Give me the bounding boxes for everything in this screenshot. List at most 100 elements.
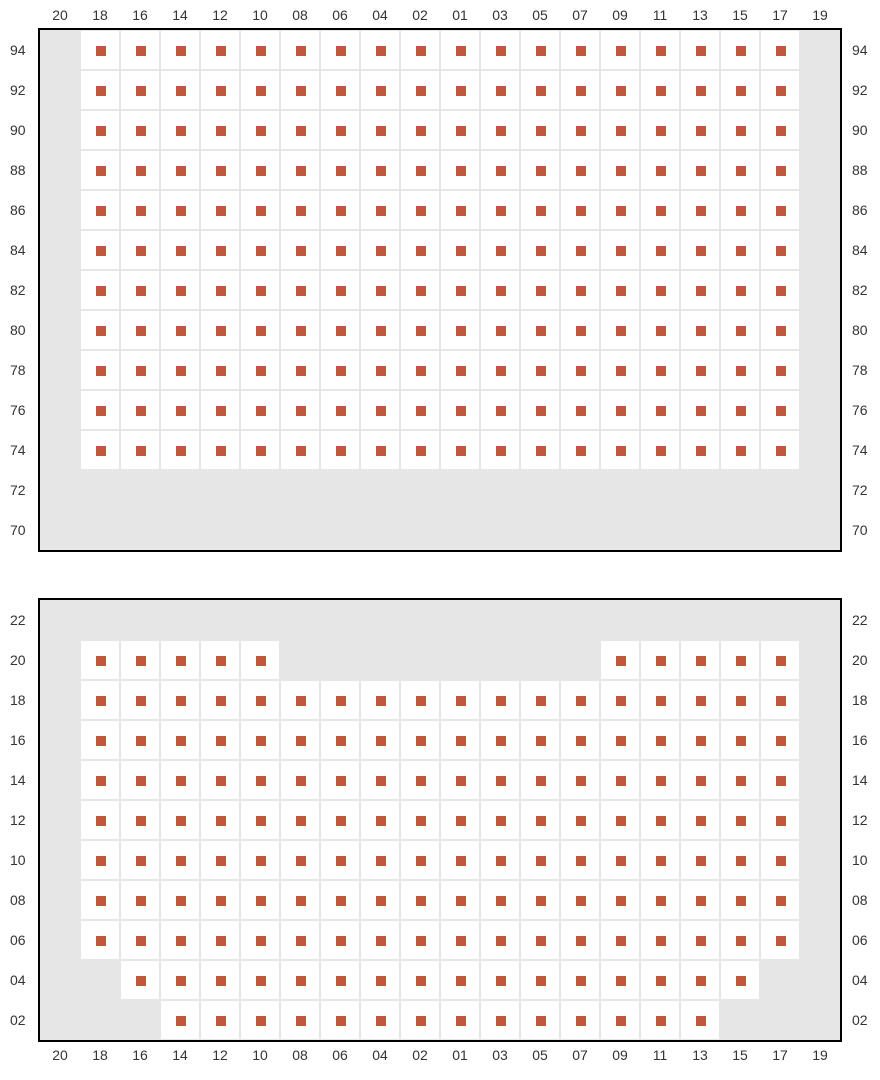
seat[interactable] [616,896,626,906]
seat[interactable] [296,816,306,826]
seat[interactable] [456,1016,466,1026]
seat[interactable] [216,246,226,256]
seat[interactable] [696,406,706,416]
seat[interactable] [416,286,426,296]
seat[interactable] [376,896,386,906]
seat[interactable] [696,816,706,826]
seat[interactable] [696,696,706,706]
seat[interactable] [576,816,586,826]
seat[interactable] [776,776,786,786]
seat[interactable] [696,936,706,946]
seat[interactable] [296,976,306,986]
seat[interactable] [776,656,786,666]
seat[interactable] [656,286,666,296]
seat[interactable] [216,856,226,866]
seat[interactable] [456,246,466,256]
seat[interactable] [576,896,586,906]
seat[interactable] [416,446,426,456]
seat[interactable] [416,46,426,56]
seat[interactable] [616,366,626,376]
seat[interactable] [296,936,306,946]
seat[interactable] [336,326,346,336]
seat[interactable] [376,126,386,136]
seat[interactable] [496,736,506,746]
seat[interactable] [656,46,666,56]
seat[interactable] [296,46,306,56]
seat[interactable] [136,366,146,376]
seat[interactable] [296,446,306,456]
seat[interactable] [136,46,146,56]
seat[interactable] [656,696,666,706]
seat[interactable] [496,696,506,706]
seat[interactable] [176,656,186,666]
seat[interactable] [616,406,626,416]
seat[interactable] [496,286,506,296]
seat[interactable] [536,366,546,376]
seat[interactable] [536,246,546,256]
seat[interactable] [216,896,226,906]
seat[interactable] [456,126,466,136]
seat[interactable] [96,46,106,56]
seat[interactable] [376,46,386,56]
seat[interactable] [256,736,266,746]
seat[interactable] [576,126,586,136]
seat[interactable] [136,896,146,906]
seat[interactable] [696,366,706,376]
seat[interactable] [216,46,226,56]
seat[interactable] [136,246,146,256]
seat[interactable] [136,816,146,826]
seat[interactable] [616,856,626,866]
seat[interactable] [296,896,306,906]
seat[interactable] [776,246,786,256]
seat[interactable] [296,776,306,786]
seat[interactable] [336,736,346,746]
seat[interactable] [256,896,266,906]
seat[interactable] [176,366,186,376]
seat[interactable] [456,896,466,906]
seat[interactable] [776,696,786,706]
seat[interactable] [416,816,426,826]
seat[interactable] [576,86,586,96]
seat[interactable] [176,976,186,986]
seat[interactable] [656,656,666,666]
seat[interactable] [96,776,106,786]
seat[interactable] [576,856,586,866]
seat[interactable] [656,406,666,416]
seat[interactable] [536,976,546,986]
seat[interactable] [736,656,746,666]
seat[interactable] [416,736,426,746]
seat[interactable] [616,816,626,826]
seat[interactable] [736,286,746,296]
seat[interactable] [776,446,786,456]
seat[interactable] [616,736,626,746]
seat[interactable] [136,126,146,136]
seat[interactable] [696,776,706,786]
seat[interactable] [256,166,266,176]
seat[interactable] [576,206,586,216]
seat[interactable] [256,366,266,376]
seat[interactable] [376,816,386,826]
seat[interactable] [176,856,186,866]
seat[interactable] [736,896,746,906]
seat[interactable] [336,206,346,216]
seat[interactable] [656,246,666,256]
seat[interactable] [576,246,586,256]
seat[interactable] [456,816,466,826]
seat[interactable] [696,86,706,96]
seat[interactable] [656,326,666,336]
seat[interactable] [776,406,786,416]
seat[interactable] [496,206,506,216]
seat[interactable] [536,406,546,416]
seat[interactable] [776,46,786,56]
seat[interactable] [736,776,746,786]
seat[interactable] [616,976,626,986]
seat[interactable] [416,166,426,176]
seat[interactable] [216,656,226,666]
seat[interactable] [176,286,186,296]
seat[interactable] [256,206,266,216]
seat[interactable] [96,126,106,136]
seat[interactable] [456,286,466,296]
seat[interactable] [496,816,506,826]
seat[interactable] [416,126,426,136]
seat[interactable] [176,126,186,136]
